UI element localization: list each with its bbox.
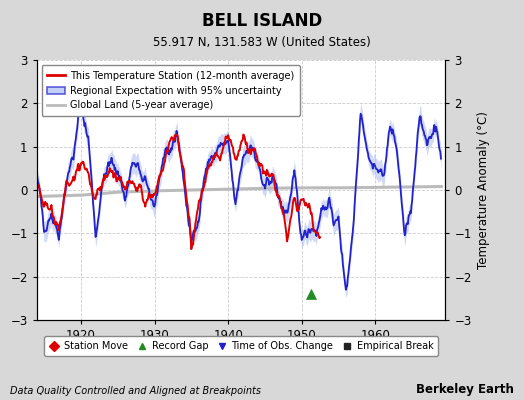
Text: Berkeley Earth: Berkeley Earth: [416, 383, 514, 396]
Text: Data Quality Controlled and Aligned at Breakpoints: Data Quality Controlled and Aligned at B…: [10, 386, 261, 396]
Y-axis label: Temperature Anomaly (°C): Temperature Anomaly (°C): [477, 111, 490, 269]
Legend: Station Move, Record Gap, Time of Obs. Change, Empirical Break: Station Move, Record Gap, Time of Obs. C…: [44, 336, 438, 356]
Text: BELL ISLAND: BELL ISLAND: [202, 12, 322, 30]
Legend: This Temperature Station (12-month average), Regional Expectation with 95% uncer: This Temperature Station (12-month avera…: [41, 65, 300, 116]
Text: 55.917 N, 131.583 W (United States): 55.917 N, 131.583 W (United States): [153, 36, 371, 49]
